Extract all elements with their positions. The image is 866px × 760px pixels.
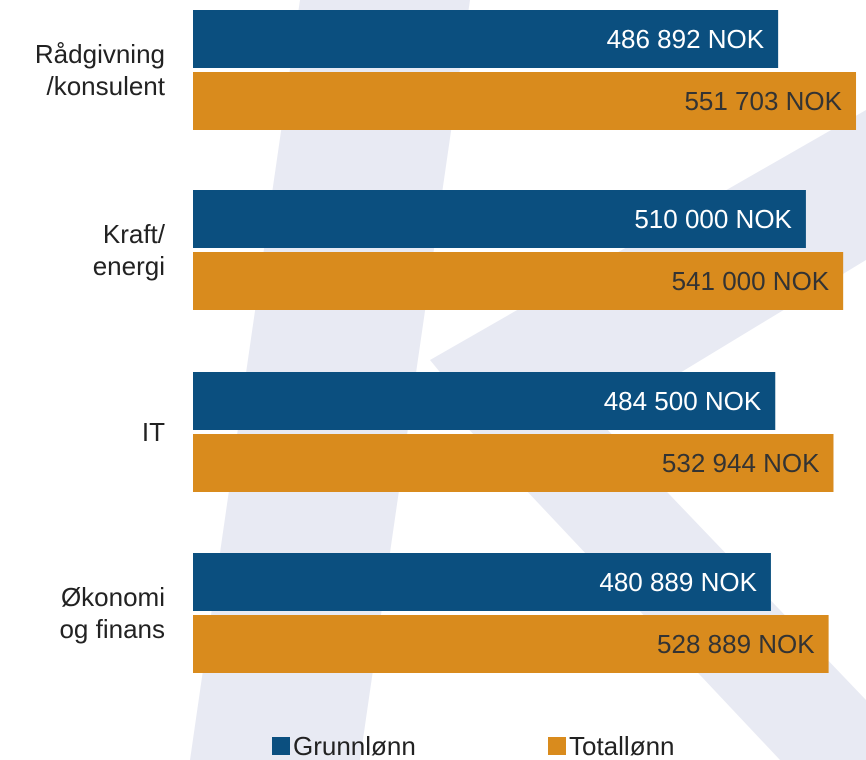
legend-label: Totallønn (569, 731, 675, 760)
value-label: 528 889 NOK (657, 629, 815, 659)
bar (193, 553, 771, 611)
value-label: 532 944 NOK (662, 448, 820, 478)
category-label: IT (141, 417, 165, 447)
value-label: 480 889 NOK (599, 567, 757, 597)
value-label: 510 000 NOK (634, 204, 792, 234)
value-label: 486 892 NOK (607, 24, 765, 54)
bar (193, 252, 844, 310)
bar (193, 372, 776, 430)
legend-swatch (272, 737, 290, 755)
category-label: Rådgivning /konsulent (34, 39, 165, 101)
category-label: Økonomi og finans (59, 582, 165, 644)
bar (193, 190, 806, 248)
value-label: 484 500 NOK (604, 386, 762, 416)
bar (193, 434, 834, 492)
bar (193, 72, 857, 130)
bar (193, 615, 829, 673)
value-label: 541 000 NOK (672, 266, 830, 296)
value-label: 551 703 NOK (684, 86, 842, 116)
legend-swatch (548, 737, 566, 755)
category-label: Kraft/ energi (92, 219, 165, 281)
bar (193, 10, 779, 68)
legend-label: Grunnlønn (293, 731, 416, 760)
